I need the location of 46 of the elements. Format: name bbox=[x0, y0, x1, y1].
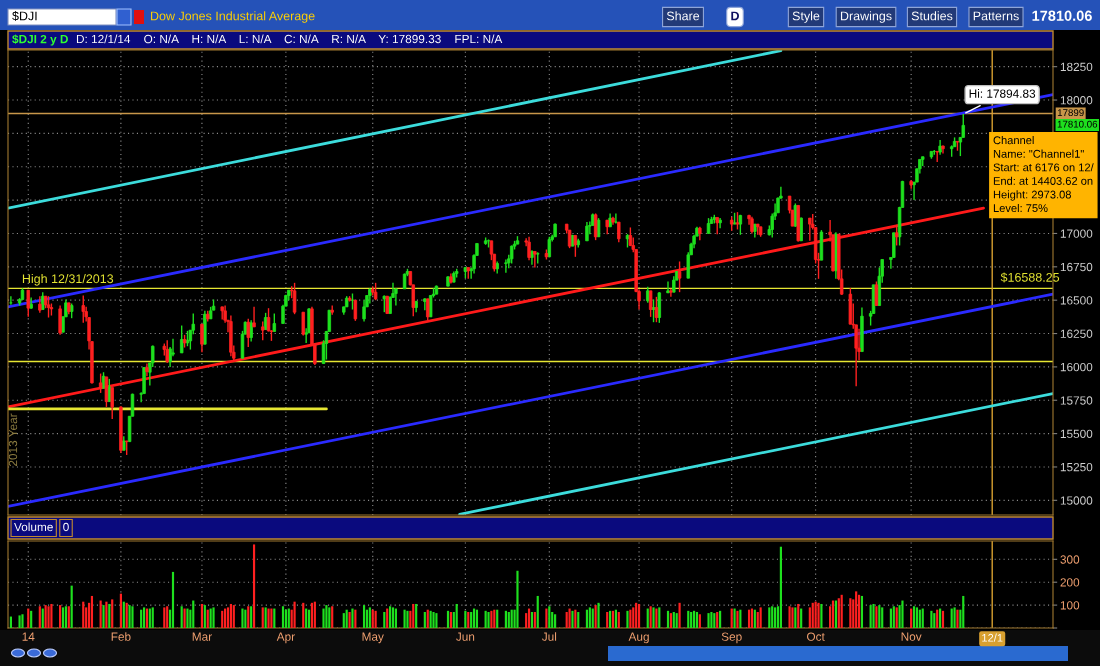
ref-line-label: 12/1 bbox=[982, 633, 1003, 642]
x-tick-label: Oct bbox=[807, 632, 825, 641]
y-tick-label: 16250 bbox=[1060, 329, 1093, 338]
x-tick-label: Feb bbox=[111, 632, 131, 641]
annotation: 2013 Year bbox=[8, 413, 18, 466]
chart-subtitle: D: 12/1/14 O: N/A H: N/A L: N/A C: N/A R: N/A Y: 17899.33 FPL: N/A bbox=[76, 34, 503, 44]
y-tick-label: 15250 bbox=[1060, 463, 1093, 472]
text: 17810.06 bbox=[1032, 10, 1092, 21]
chart-title: $DJI 2 y D bbox=[12, 34, 68, 46]
text: Dow Jones Industrial Average bbox=[151, 11, 315, 23]
y-tick-label: 200 bbox=[1060, 578, 1080, 587]
x-tick-label: Aug bbox=[628, 632, 649, 644]
annotation: $16588.25 bbox=[1000, 272, 1060, 283]
text: Patterns bbox=[973, 11, 1019, 21]
text: $DJI bbox=[12, 10, 37, 22]
annotation: 17899 bbox=[1057, 109, 1084, 117]
x-tick-label: Jun bbox=[456, 632, 475, 641]
y-tick-label: 300 bbox=[1060, 555, 1080, 564]
y-tick-label: 18000 bbox=[1060, 96, 1093, 105]
y-tick-label: 16750 bbox=[1060, 262, 1093, 272]
chart-title: Volume bbox=[14, 522, 53, 532]
x-tick-label: Sep bbox=[721, 632, 742, 644]
y-tick-label: 100 bbox=[1060, 601, 1080, 610]
y-tick-label: 18250 bbox=[1060, 62, 1093, 72]
annotation: Channel Name: "Channel1" Start: at 6176 on 12/ End: at 14403.62 on Height: 2973.08 Level: 75% bbox=[993, 136, 1094, 213]
y-tick-label: 16500 bbox=[1060, 296, 1093, 305]
x-tick-label: May bbox=[362, 632, 384, 644]
y-tick-label: 16000 bbox=[1060, 362, 1093, 372]
text: D bbox=[731, 11, 739, 21]
x-tick-label: Nov bbox=[901, 632, 922, 641]
text: 0 bbox=[63, 522, 69, 532]
x-tick-label: Apr bbox=[276, 632, 295, 644]
text: Style bbox=[792, 11, 820, 23]
text: Share bbox=[666, 11, 700, 21]
ref-line-label: High 12/31/2013 bbox=[22, 273, 114, 286]
text: Studies bbox=[911, 11, 953, 21]
text: 17810.06 bbox=[1057, 120, 1098, 128]
y-tick-label: 15500 bbox=[1060, 429, 1093, 438]
annotation: Hi: 17894.83 bbox=[969, 89, 1036, 98]
text: Drawings bbox=[840, 11, 892, 23]
y-tick-label: 15750 bbox=[1060, 396, 1093, 405]
y-tick-label: 17000 bbox=[1060, 229, 1093, 238]
x-tick-label: 14 bbox=[22, 632, 35, 641]
x-tick-label: Jul bbox=[541, 632, 557, 641]
x-tick-label: Mar bbox=[192, 632, 212, 641]
y-tick-label: 15000 bbox=[1060, 496, 1093, 505]
